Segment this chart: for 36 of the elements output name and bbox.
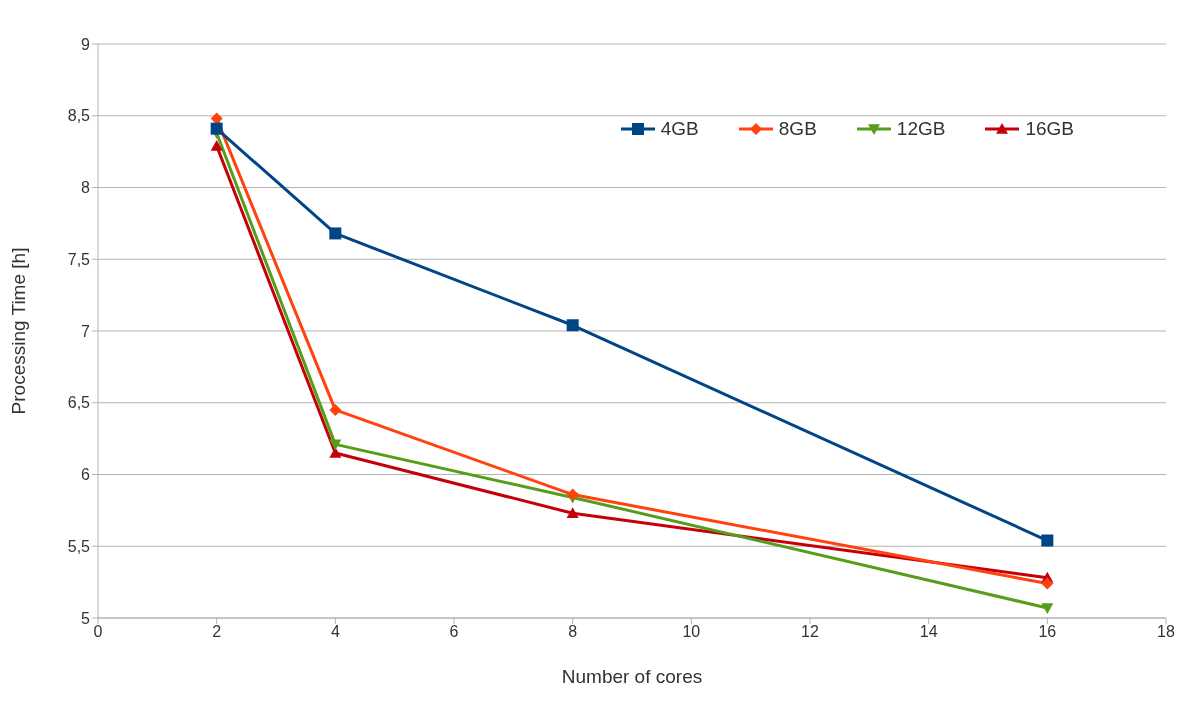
point [329, 439, 342, 451]
legend-label: 16GB [1024, 118, 1074, 140]
y-tick-label: 8 [81, 179, 91, 197]
x-tick-label: 18 [1157, 623, 1175, 641]
x-tick-label: 4 [330, 623, 340, 641]
y-tick-label: 7,5 [67, 250, 91, 268]
point [566, 319, 579, 332]
legend-label: 8GB [777, 118, 817, 140]
x-tick-label: 8 [568, 623, 578, 641]
y-axis-title: Processing Time [h] [7, 247, 29, 415]
x-tick-label: 6 [449, 623, 459, 641]
y-tick-label: 8,5 [67, 107, 91, 125]
point [566, 507, 579, 519]
point [1041, 577, 1054, 590]
x-tick-label: 14 [919, 623, 938, 641]
x-tick-label: 2 [212, 623, 222, 641]
point [1041, 603, 1054, 614]
x-axis-title: Number of cores [561, 666, 703, 687]
point [329, 227, 342, 240]
y-tick-label: 5 [81, 609, 91, 627]
point [1041, 534, 1054, 547]
point [210, 122, 223, 135]
x-tick-label: 10 [682, 623, 701, 641]
y-tick-label: 7 [81, 322, 91, 340]
y-tick-label: 6 [81, 466, 91, 484]
point [329, 403, 342, 416]
legend-label: 4GB [659, 118, 699, 140]
x-tick-label: 12 [801, 623, 819, 641]
legend-label: 12GB [895, 118, 946, 140]
y-tick-label: 5,5 [67, 537, 91, 555]
y-tick-label: 6,5 [67, 394, 91, 412]
x-tick-label: 0 [93, 623, 103, 641]
x-tick-label: 16 [1038, 623, 1057, 641]
point [210, 139, 223, 151]
point [566, 488, 579, 501]
y-tick-label: 9 [81, 35, 91, 53]
